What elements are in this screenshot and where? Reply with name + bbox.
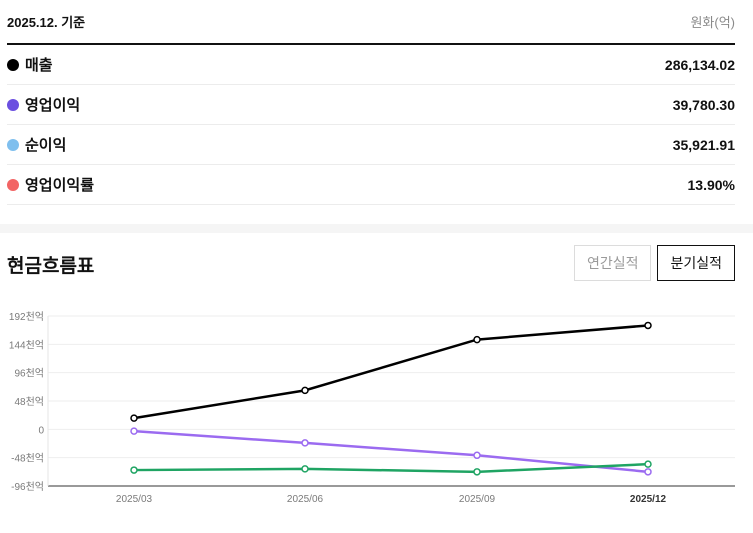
y-tick-label: 96천억 [14,368,44,380]
cashflow-chart: 192천억 144천억 96천억 48천억 0 -48천억 -96천억 2025/03 2025… [9,311,735,505]
y-tick-label: -96천억 [11,481,44,493]
cashflow-title: 현금흐름표 [7,256,95,277]
series-line-0 [133,324,649,420]
data-point[interactable] [130,427,138,435]
data-point[interactable] [130,466,138,474]
data-point[interactable] [644,321,652,330]
series-line-2 [133,462,649,474]
tab-quarterly[interactable]: 분기실적 [657,245,735,281]
summary-header: 2025.12. 기준 원화(억) [7,0,735,45]
row-operating-profit: 영업이익 39,780.30 [7,85,735,125]
currency-unit: 원화(억) [690,15,735,30]
y-tick-label: -48천억 [11,453,44,465]
summary-panel: 2025.12. 기준 원화(억) 매출 286,134.02 영업이익 39,… [7,0,735,205]
operating-margin-label: 영업이익률 [25,177,95,194]
row-revenue: 매출 286,134.02 [7,45,735,85]
y-tick-label: 48천억 [14,396,44,408]
y-tick-label: 144천억 [9,339,44,351]
net-income-value: 35,921.91 [672,136,735,153]
operating-margin-value: 13.90% [687,176,735,193]
period-tabs: 연간실적 분기실적 [573,245,735,281]
net-income-label: 순이익 [25,137,67,154]
operating-profit-legend-dot [7,98,19,111]
operating-margin-legend-dot [7,178,19,191]
basis-date: 2025.12. 기준 [7,15,86,30]
revenue-legend-dot [7,58,19,71]
data-point[interactable] [301,439,309,447]
row-operating-margin: 영업이익률 13.90% [7,165,735,205]
x-tick-label: 2025/06 [287,494,324,505]
data-point[interactable] [473,335,481,344]
section-divider [0,224,753,233]
x-tick-label: 2025/03 [116,494,153,505]
data-point[interactable] [473,468,481,476]
data-point[interactable] [301,465,309,473]
y-tick-label: 0 [38,425,44,436]
data-point[interactable] [473,451,481,460]
x-tick-label: 2025/12 [630,494,667,505]
operating-profit-label: 영업이익 [25,97,81,114]
data-point[interactable] [644,460,652,468]
tab-annual[interactable]: 연간실적 [573,245,652,281]
revenue-label: 매출 [25,57,53,74]
revenue-value: 286,134.02 [664,56,735,73]
x-tick-label: 2025/09 [459,494,496,505]
data-point[interactable] [644,468,652,476]
series-line-1 [133,429,649,474]
y-tick-label: 192천억 [9,311,44,323]
row-net-income: 순이익 35,921.91 [7,125,735,165]
operating-profit-value: 39,780.30 [672,96,735,113]
data-point[interactable] [301,386,309,395]
data-point[interactable] [130,414,138,422]
net-income-legend-dot [7,138,19,151]
